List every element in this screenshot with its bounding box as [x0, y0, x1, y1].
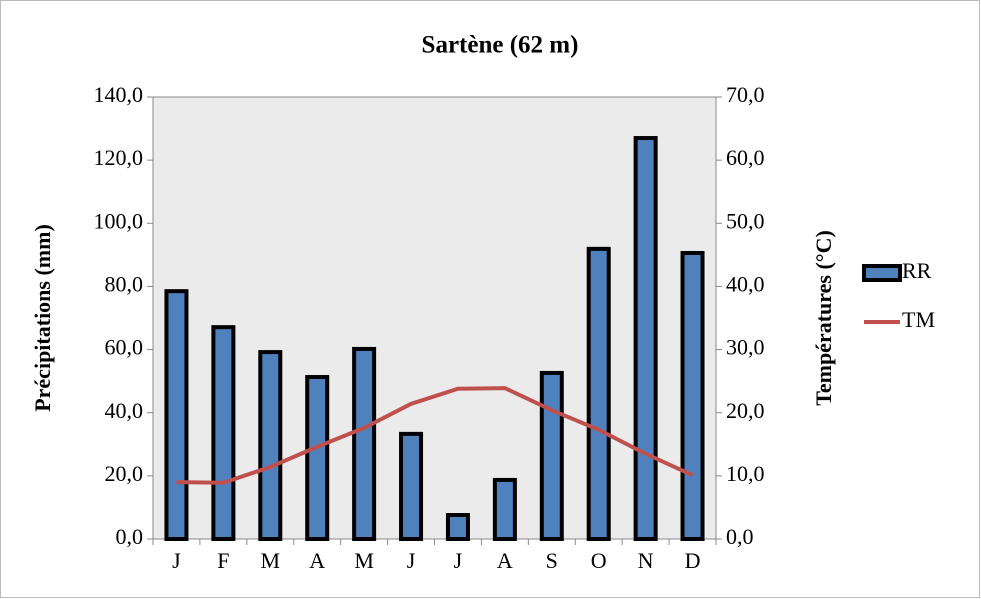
y2-tick-label: 0,0: [726, 524, 754, 549]
x-tick-label: D: [685, 548, 701, 573]
bar: [258, 350, 283, 541]
x-tick-label: N: [638, 548, 654, 573]
x-tick-label: M: [354, 548, 374, 573]
y-tick-label: 120,0: [94, 145, 144, 170]
legend-label: RR: [902, 258, 932, 283]
y2-tick-label: 40,0: [726, 271, 765, 296]
bar: [680, 250, 705, 541]
chart-title: Sartène (62 m): [422, 32, 579, 59]
x-tick-label: A: [309, 548, 325, 573]
bar: [399, 431, 424, 542]
x-tick-label: J: [172, 548, 181, 573]
bar: [164, 289, 189, 541]
x-tick-label: M: [261, 548, 281, 573]
y2-tick-label: 60,0: [726, 145, 765, 170]
y-axis-label: Précipitations (mm): [30, 224, 55, 412]
x-tick-label: S: [546, 548, 558, 573]
y-tick-label: 0,0: [116, 524, 144, 549]
y2-tick-label: 20,0: [726, 398, 765, 423]
x-tick-label: F: [217, 548, 229, 573]
bar: [586, 246, 611, 541]
bar: [633, 136, 658, 542]
bar: [352, 346, 377, 541]
x-tick-label: A: [497, 548, 513, 573]
y-tick-label: 60,0: [105, 335, 144, 360]
y-tick-label: 80,0: [105, 271, 144, 296]
y2-tick-label: 10,0: [726, 461, 765, 486]
x-tick-label: J: [407, 548, 416, 573]
bar: [305, 375, 330, 541]
y-tick-label: 40,0: [105, 398, 144, 423]
y2-tick-label: 30,0: [726, 335, 765, 360]
legend-swatch: [862, 264, 902, 282]
line: [176, 386, 694, 485]
y-tick-label: 100,0: [94, 208, 144, 233]
y2-tick-label: 50,0: [726, 208, 765, 233]
bar: [492, 477, 517, 541]
y2-tick-label: 70,0: [726, 82, 765, 107]
bar: [445, 513, 470, 542]
x-tick-label: J: [454, 548, 463, 573]
y2-axis-label: Températures (°C): [811, 230, 836, 406]
x-tick-label: O: [591, 548, 607, 573]
y-tick-label: 20,0: [105, 461, 144, 486]
legend-label: TM: [902, 307, 935, 332]
bar: [211, 325, 236, 541]
bar: [539, 370, 564, 542]
plot-area: [152, 96, 717, 540]
y-tick-label: 140,0: [94, 82, 144, 107]
